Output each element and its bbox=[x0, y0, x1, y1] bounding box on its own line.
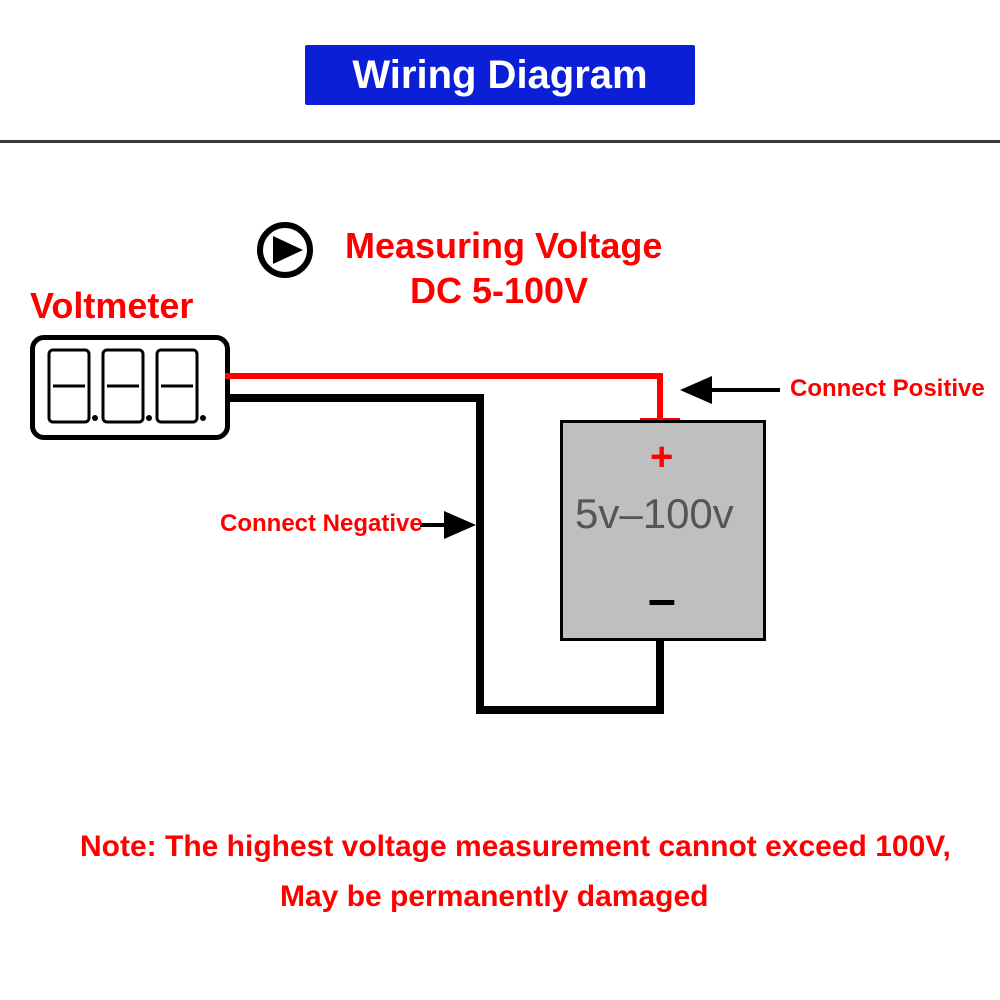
note-line-2: May be permanently damaged bbox=[280, 880, 708, 914]
arrow-circle-icon bbox=[255, 220, 315, 280]
voltmeter-box bbox=[30, 335, 230, 440]
divider-line bbox=[0, 140, 1000, 143]
measuring-voltage-label: Measuring Voltage bbox=[345, 225, 662, 267]
measuring-voltage-range: DC 5-100V bbox=[410, 270, 588, 312]
title-banner: Wiring Diagram bbox=[305, 45, 695, 105]
voltmeter-label: Voltmeter bbox=[30, 285, 193, 327]
voltmeter-digits bbox=[47, 348, 207, 426]
power-range-label: 5v–100v bbox=[575, 490, 734, 538]
minus-terminal-icon: – bbox=[648, 570, 676, 628]
title-text: Wiring Diagram bbox=[352, 53, 647, 98]
plus-terminal-icon: + bbox=[650, 435, 673, 480]
connect-negative-label: Connect Negative bbox=[220, 510, 423, 538]
connect-positive-label: Connect Positive bbox=[790, 375, 985, 403]
wiring-diagram-canvas: Wiring Diagram Measuring Voltage DC 5-10… bbox=[0, 0, 1000, 1000]
note-line-1: Note: The highest voltage measurement ca… bbox=[80, 830, 951, 864]
